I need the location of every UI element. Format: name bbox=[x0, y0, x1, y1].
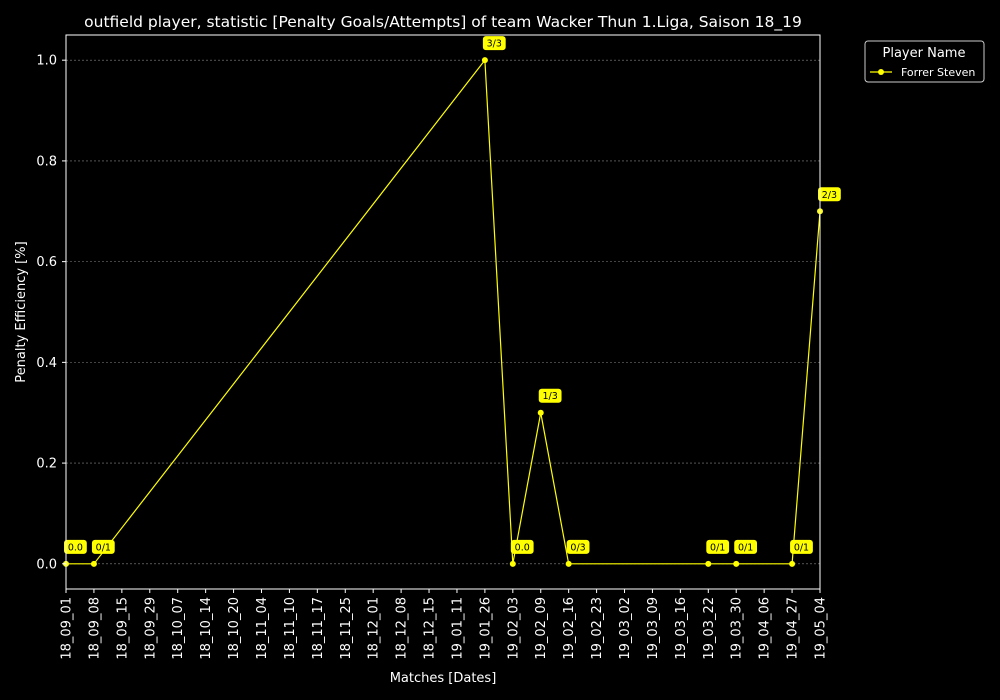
data-label: 2/3 bbox=[818, 187, 841, 202]
x-tick-label: 18_09_15 bbox=[115, 597, 130, 660]
x-tick-label: 19_02_09 bbox=[534, 597, 549, 660]
x-tick-label: 18_11_25 bbox=[339, 597, 354, 660]
data-point bbox=[565, 560, 572, 567]
data-label-text: 3/3 bbox=[487, 39, 502, 50]
x-tick-label: 19_04_27 bbox=[786, 597, 801, 660]
data-label: 0/1 bbox=[790, 539, 813, 554]
x-tick-label: 18_11_04 bbox=[255, 597, 270, 660]
data-label-text: 0/1 bbox=[794, 542, 809, 553]
x-tick-label: 19_03_22 bbox=[702, 597, 717, 660]
data-point bbox=[481, 57, 488, 64]
x-tick-label: 19_04_06 bbox=[758, 597, 773, 660]
data-point bbox=[509, 560, 516, 567]
data-point bbox=[90, 560, 97, 567]
x-tick-label: 19_03_02 bbox=[618, 597, 633, 660]
data-label: 0/1 bbox=[706, 539, 730, 554]
x-axis: 18_09_01 18_09_08 18_09_15 18_09_29 18_10_07… bbox=[60, 589, 829, 660]
data-label-text: 0/1 bbox=[710, 542, 725, 553]
data-label-text: 0/3 bbox=[570, 542, 585, 553]
data-label-box bbox=[818, 187, 841, 202]
x-tick-label: 19_02_03 bbox=[506, 597, 521, 660]
data-label-box bbox=[790, 539, 813, 554]
x-axis-label: Matches [Dates] bbox=[390, 671, 497, 686]
legend-swatch-marker bbox=[878, 69, 884, 75]
data-label-box bbox=[64, 539, 87, 554]
x-tick-label: 19_03_30 bbox=[730, 597, 745, 660]
data-label-text: 2/3 bbox=[822, 190, 837, 201]
data-label: 0.0 bbox=[64, 539, 87, 554]
data-point bbox=[705, 560, 712, 567]
x-tick-label: 18_12_01 bbox=[367, 597, 382, 660]
data-label: 3/3 bbox=[482, 36, 506, 51]
data-label-box bbox=[566, 539, 590, 554]
data-label: 1/3 bbox=[538, 388, 562, 403]
data-label-box bbox=[482, 36, 506, 51]
x-tick-label: 19_03_16 bbox=[674, 597, 689, 660]
y-axis-label: Penalty Efficiency [%] bbox=[14, 241, 29, 382]
y-tick-label: 0.4 bbox=[36, 356, 57, 371]
data-point bbox=[733, 560, 740, 567]
legend-entry-label: Forrer Steven bbox=[901, 66, 975, 79]
x-tick-label: 19_05_04 bbox=[814, 597, 829, 660]
data-label-box bbox=[510, 539, 534, 554]
data-point bbox=[789, 560, 796, 567]
x-tick-label: 18_09_08 bbox=[87, 597, 102, 660]
plot-frame bbox=[65, 34, 821, 590]
x-tick-label: 18_10_07 bbox=[171, 597, 186, 660]
data-label-text: 0.0 bbox=[515, 542, 530, 553]
series-layer bbox=[63, 57, 823, 567]
x-tick-label: 19_01_26 bbox=[478, 597, 493, 660]
x-tick-label: 18_10_14 bbox=[199, 597, 214, 660]
y-tick-label: 1.0 bbox=[36, 54, 57, 69]
data-label-text: 1/3 bbox=[542, 391, 557, 402]
data-label: 0.0 bbox=[510, 539, 534, 554]
x-tick-label: 18_10_20 bbox=[227, 597, 242, 660]
y-tick-label: 0.8 bbox=[36, 154, 57, 169]
x-tick-label: 18_11_10 bbox=[283, 597, 298, 660]
legend-frame bbox=[864, 40, 985, 83]
series-line bbox=[66, 58, 821, 565]
chart-title: outfield player, statistic [Penalty Goal… bbox=[84, 13, 802, 32]
data-label-box bbox=[734, 539, 758, 554]
x-tick-label: 18_09_29 bbox=[143, 597, 158, 660]
y-tick-label: 0.0 bbox=[36, 557, 57, 572]
data-label-box bbox=[706, 539, 730, 554]
data-label: 0/1 bbox=[734, 539, 758, 554]
x-tick-label: 19_03_09 bbox=[646, 597, 661, 660]
x-tick-label: 18_12_08 bbox=[395, 597, 410, 660]
grid bbox=[66, 59, 820, 565]
data-label: 0/1 bbox=[91, 539, 115, 554]
legend: Player Name Forrer Steven bbox=[864, 40, 985, 83]
y-tick-label: 0.6 bbox=[36, 255, 57, 270]
data-label: 0/3 bbox=[566, 539, 590, 554]
x-tick-label: 18_09_01 bbox=[60, 597, 75, 660]
data-label-box bbox=[91, 539, 115, 554]
x-tick-label: 19_02_16 bbox=[562, 597, 577, 660]
x-tick-label: 18_11_17 bbox=[311, 597, 326, 660]
x-tick-label: 19_02_23 bbox=[590, 597, 605, 660]
data-label-text: 0/1 bbox=[96, 542, 111, 553]
data-label-text: 0/1 bbox=[738, 542, 753, 553]
legend-title: Player Name bbox=[883, 46, 966, 61]
data-point bbox=[537, 409, 544, 416]
annotations: 0.0 0/1 3/3 0.0 1/3 0/3 0/1 0/1 0/1 2/3 bbox=[64, 36, 841, 554]
data-label-text: 0.0 bbox=[68, 542, 83, 553]
x-tick-label: 18_12_15 bbox=[423, 597, 438, 660]
x-tick-label: 19_01_11 bbox=[450, 597, 465, 660]
y-tick-label: 0.2 bbox=[36, 457, 57, 472]
y-axis: 0.0 0.2 0.4 0.6 0.8 1.0 bbox=[36, 54, 66, 572]
data-label-box bbox=[538, 388, 562, 403]
